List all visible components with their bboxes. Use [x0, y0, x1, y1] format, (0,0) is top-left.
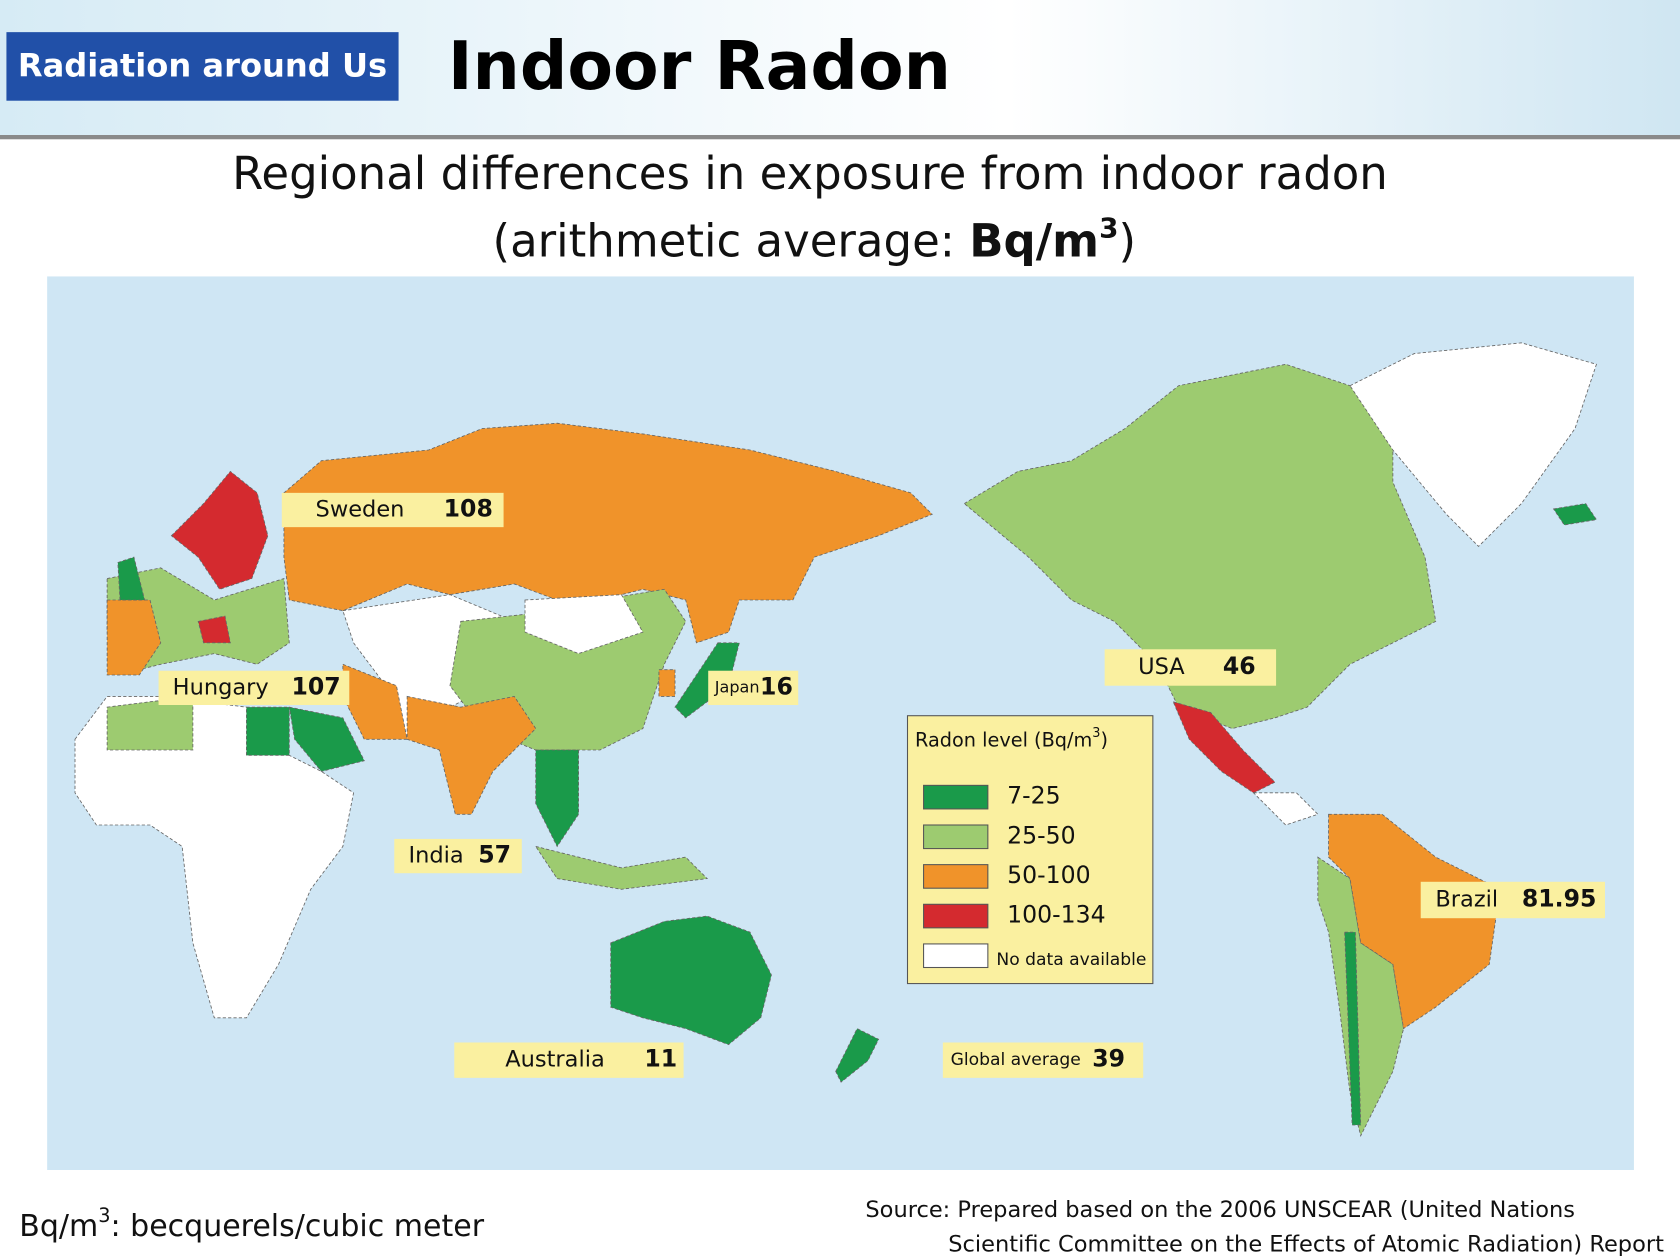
legend-title-text: ) — [1100, 728, 1108, 751]
label-box — [158, 670, 350, 705]
label-value: 11 — [644, 1045, 677, 1073]
saudi-arabia — [288, 706, 365, 772]
label-name: Japan — [714, 677, 760, 696]
footnote-unit: Bq/m — [19, 1208, 98, 1243]
brazil — [1328, 813, 1501, 1030]
subtitle-text: (arithmetic average: — [493, 214, 970, 267]
label-box — [1420, 881, 1605, 919]
legend-title: Radon level (Bq/m3) — [915, 725, 1108, 751]
legend-label: 100-134 — [1007, 901, 1105, 929]
africa — [74, 696, 355, 1019]
japan — [674, 642, 740, 719]
legend-swatch — [923, 784, 989, 810]
mongolia — [524, 594, 644, 655]
title: Indoor Radon — [448, 27, 951, 105]
scandinavia — [170, 470, 269, 590]
label-box — [394, 838, 522, 874]
legend-box — [906, 715, 1154, 985]
iran — [342, 663, 408, 740]
legend-label: No data available — [996, 950, 1146, 970]
indonesia — [534, 845, 709, 890]
west-europe — [106, 599, 162, 676]
label-value: 57 — [478, 841, 511, 869]
map-land — [74, 342, 1598, 1137]
korea — [658, 669, 676, 697]
subtitle-sup: 3 — [1099, 211, 1118, 244]
subtitle-text: ) — [1118, 214, 1136, 267]
source: Scientific Committee on the Effects of A… — [948, 1232, 1664, 1258]
source: Source: Prepared based on the 2006 UNSCE… — [865, 1197, 1575, 1223]
legend-swatch — [923, 864, 989, 889]
label-name: Global average — [951, 1050, 1081, 1070]
label-value: 39 — [1092, 1045, 1125, 1073]
label-box — [454, 1042, 684, 1078]
label-name: Hungary — [173, 674, 269, 700]
tag-box — [6, 32, 399, 101]
subtitle-line: Regional differences in exposure from in… — [232, 147, 1388, 200]
new-zealand — [835, 1027, 880, 1083]
iceland — [1552, 503, 1598, 526]
label-value: 46 — [1223, 652, 1256, 680]
hungary — [197, 615, 231, 644]
central-america — [1252, 792, 1319, 826]
label-value: 16 — [760, 672, 793, 700]
label-name: Australia — [505, 1047, 605, 1073]
label-box — [281, 492, 504, 528]
legend-label: 25-50 — [1007, 821, 1075, 849]
southeast-asia — [535, 749, 579, 848]
uk — [117, 556, 146, 601]
subtitle-line: (arithmetic average: Bq/m3) — [493, 211, 1136, 267]
country-labels: Sweden 108 Hungary 107 Japan 16 USA 46 India 57 Br… — [158, 492, 1605, 1078]
mexico — [1172, 701, 1276, 794]
legend-swatch — [923, 824, 989, 850]
label-box — [942, 1042, 1144, 1078]
header-rule — [0, 135, 1680, 140]
footnote: Bq/m3: becquerels/cubic meter — [19, 1204, 484, 1244]
greenland — [1349, 342, 1597, 548]
legend-label: 7-25 — [1007, 782, 1060, 810]
legend-swatch — [923, 903, 989, 929]
legend-swatch — [923, 943, 989, 969]
footnote-sup: 3 — [98, 1204, 110, 1227]
tag: Radiation around Us — [18, 47, 387, 85]
russia — [283, 422, 933, 644]
label-name: Brazil — [1435, 887, 1498, 913]
north-america — [963, 363, 1437, 730]
label-name: Sweden — [316, 496, 405, 522]
north-africa — [106, 695, 194, 751]
subtitle-unit: Bq/m — [969, 214, 1099, 267]
label-name: USA — [1138, 654, 1185, 680]
label-value: 81.95 — [1522, 885, 1597, 913]
legend: 7-25 25-50 50-100 100-134 No data available — [923, 782, 1146, 970]
australia — [610, 915, 772, 1046]
footnote-text: : becquerels/cubic meter — [111, 1208, 485, 1243]
label-box — [708, 670, 799, 705]
label-box — [1104, 649, 1277, 686]
legend-title-text: Radon level (Bq/m — [915, 728, 1092, 751]
india — [406, 695, 537, 815]
legend-title-sup: 3 — [1092, 725, 1100, 740]
label-value: 107 — [292, 672, 341, 700]
label-name: India — [408, 843, 463, 869]
egypt — [246, 706, 290, 756]
legend-label: 50-100 — [1007, 861, 1090, 889]
label-value: 108 — [444, 494, 493, 522]
chile — [1344, 931, 1362, 1126]
